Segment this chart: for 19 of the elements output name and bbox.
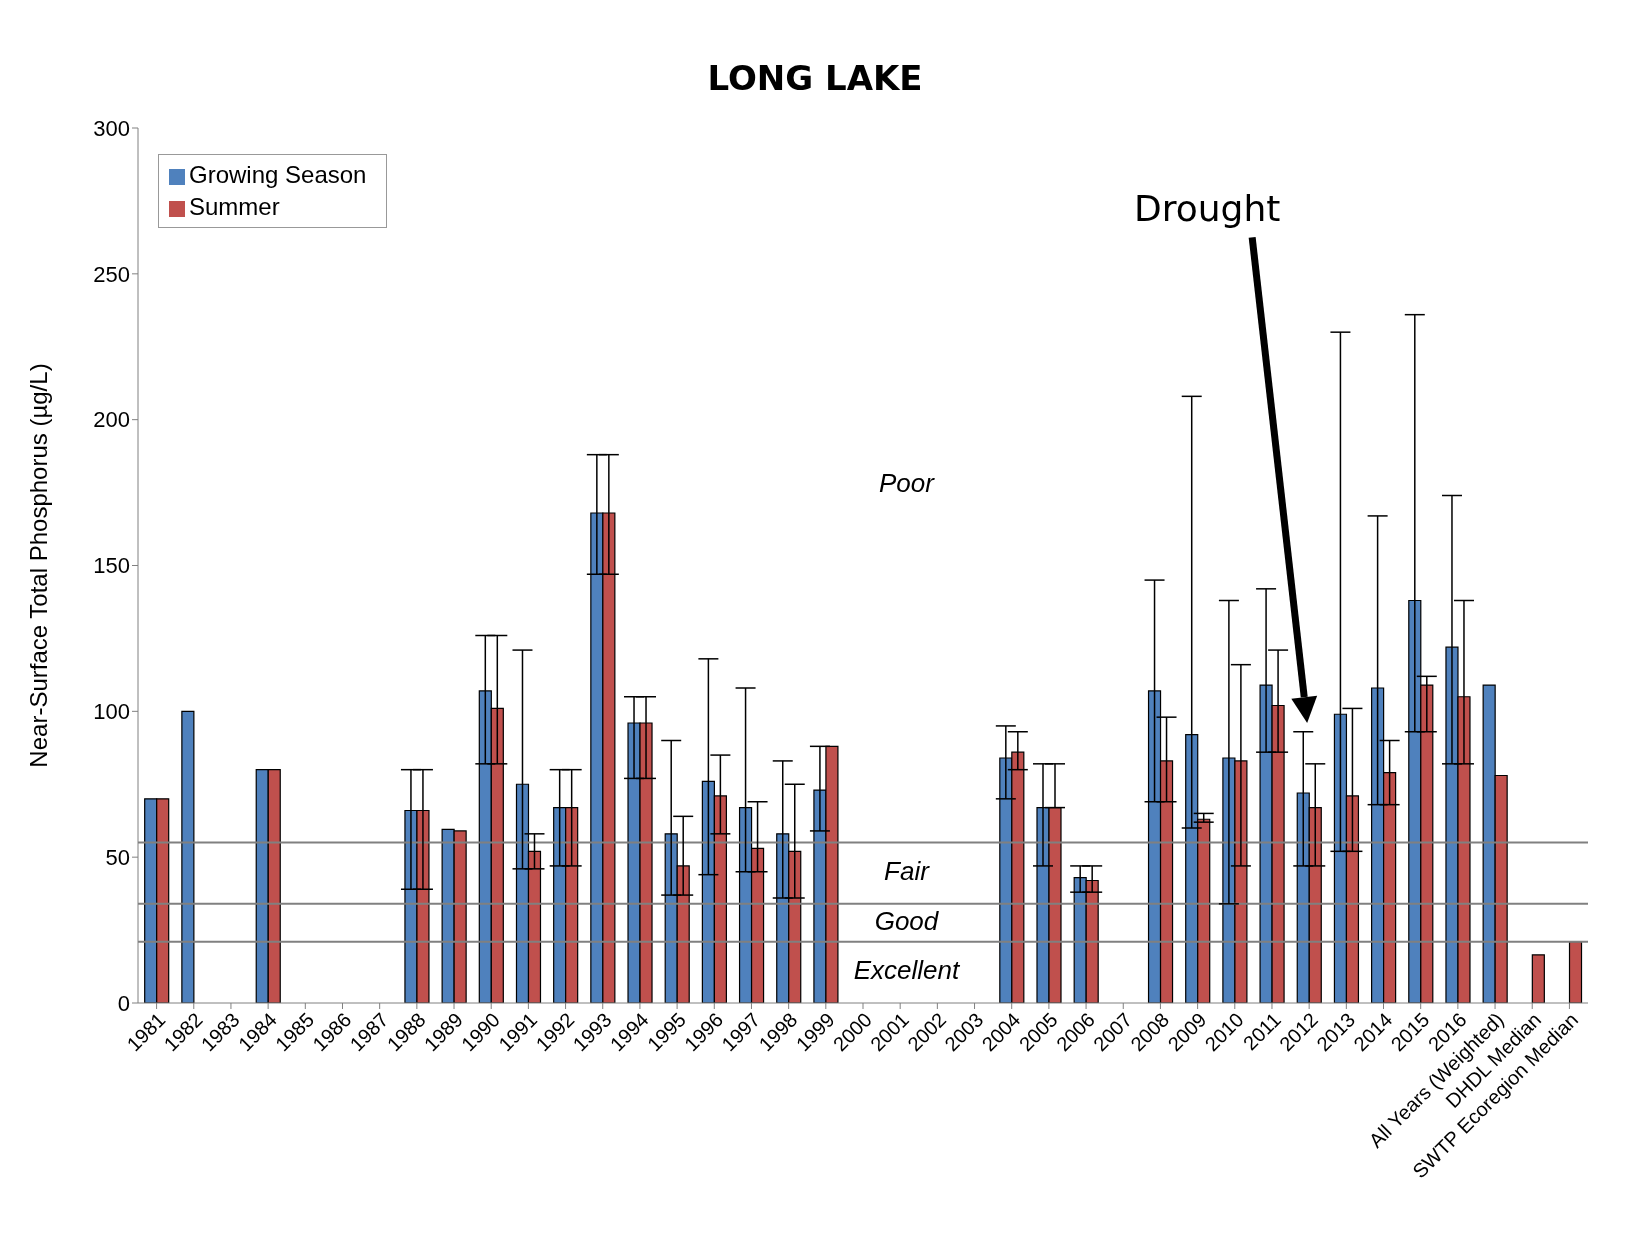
annotation: Good [874, 905, 940, 936]
y-tick-label: 50 [105, 844, 130, 870]
bar [1568, 941, 1583, 1003]
y-tick-label: 300 [93, 115, 130, 141]
bar [1531, 954, 1545, 1003]
y-tick-label: 200 [93, 407, 130, 433]
annotation: Excellent [853, 955, 962, 986]
y-tick-label: 100 [93, 699, 130, 725]
legend-label: Growing Season [189, 161, 367, 188]
y-tick-label: 150 [93, 553, 130, 579]
annotation: Drought [1133, 188, 1281, 230]
y-tick-label: 0 [117, 990, 130, 1016]
y-axis-title: Near-Surface Total Phosphorus (µg/L) [24, 363, 52, 768]
annotation: Poor [879, 468, 936, 499]
y-tick-label: 250 [93, 261, 130, 287]
bar [181, 710, 195, 1003]
legend-label: Summer [189, 193, 280, 220]
annotation: Fair [884, 856, 931, 887]
chart-title: LONG LAKE [706, 57, 924, 100]
